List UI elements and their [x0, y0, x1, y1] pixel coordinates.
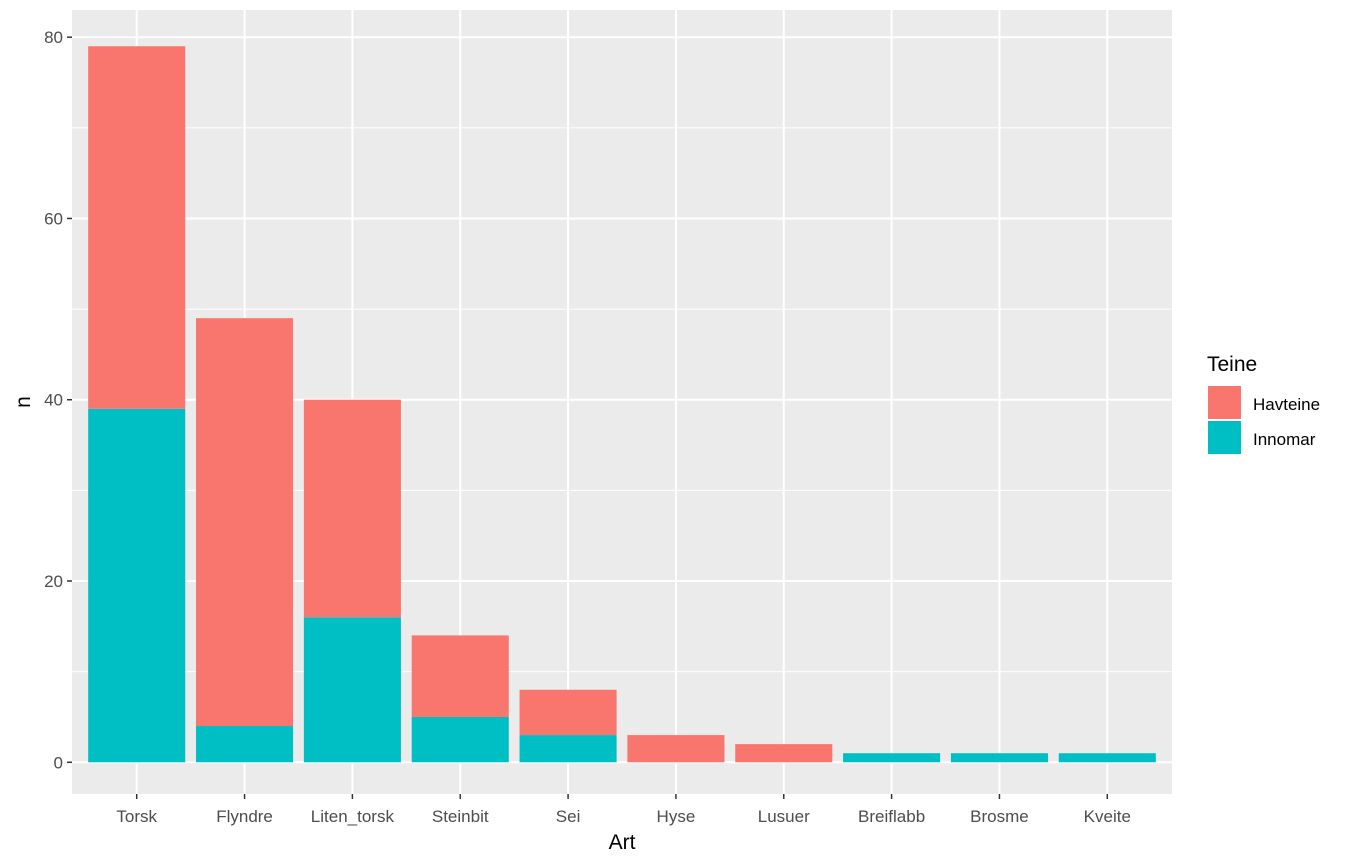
bar-sei-havteine [519, 689, 617, 736]
x-axis-title: Art [609, 831, 636, 854]
bars [88, 46, 1156, 763]
bar-liten-torsk-innomar [303, 617, 401, 763]
legend: Teine Havteine Innomar [1207, 353, 1320, 454]
bar-hyse-havteine [627, 735, 725, 763]
bar-brosme-innomar [950, 753, 1048, 763]
legend-label-innomar: Innomar [1253, 430, 1316, 449]
y-tick-label: 40 [44, 391, 63, 410]
x-tick-label-sei: Sei [556, 807, 581, 826]
x-tick-label-hyse: Hyse [657, 807, 696, 826]
bar-sei-innomar [519, 735, 617, 763]
y-axis-ticks: 0 20 40 60 80 [44, 28, 72, 772]
x-tick-label-brosme: Brosme [970, 807, 1029, 826]
y-tick-label: 60 [44, 209, 63, 228]
bar-steinbit-havteine [411, 635, 509, 717]
bar-lusuer-havteine [735, 744, 833, 763]
x-tick-label-lusuer: Lusuer [758, 807, 810, 826]
bar-steinbit-innomar [411, 716, 509, 763]
y-axis-title: n [12, 396, 35, 408]
y-tick-label: 0 [54, 753, 63, 772]
legend-title: Teine [1207, 353, 1257, 376]
bar-torsk-innomar [88, 408, 186, 763]
legend-label-havteine: Havteine [1253, 395, 1320, 414]
bar-kveite-innomar [1058, 753, 1156, 763]
bar-breiflabb-innomar [843, 753, 941, 763]
x-tick-label-liten-torsk: Liten_torsk [311, 807, 395, 826]
y-tick-label: 80 [44, 28, 63, 47]
bar-flyndre-innomar [196, 726, 294, 763]
y-tick-label: 20 [44, 572, 63, 591]
legend-key-havteine [1208, 386, 1241, 419]
bar-flyndre-havteine [196, 318, 294, 727]
x-tick-label-breiflabb: Breiflabb [858, 807, 925, 826]
x-axis-ticks: Torsk Flyndre Liten_torsk Steinbit Sei Hyse Lu… [116, 794, 1131, 826]
x-tick-label-steinbit: Steinbit [432, 807, 489, 826]
x-tick-label-kveite: Kveite [1084, 807, 1131, 826]
bar-torsk-havteine [88, 46, 186, 409]
bar-liten-torsk-havteine [303, 399, 401, 618]
x-tick-label-torsk: Torsk [116, 807, 157, 826]
x-tick-label-flyndre: Flyndre [216, 807, 273, 826]
legend-key-innomar [1208, 421, 1241, 454]
